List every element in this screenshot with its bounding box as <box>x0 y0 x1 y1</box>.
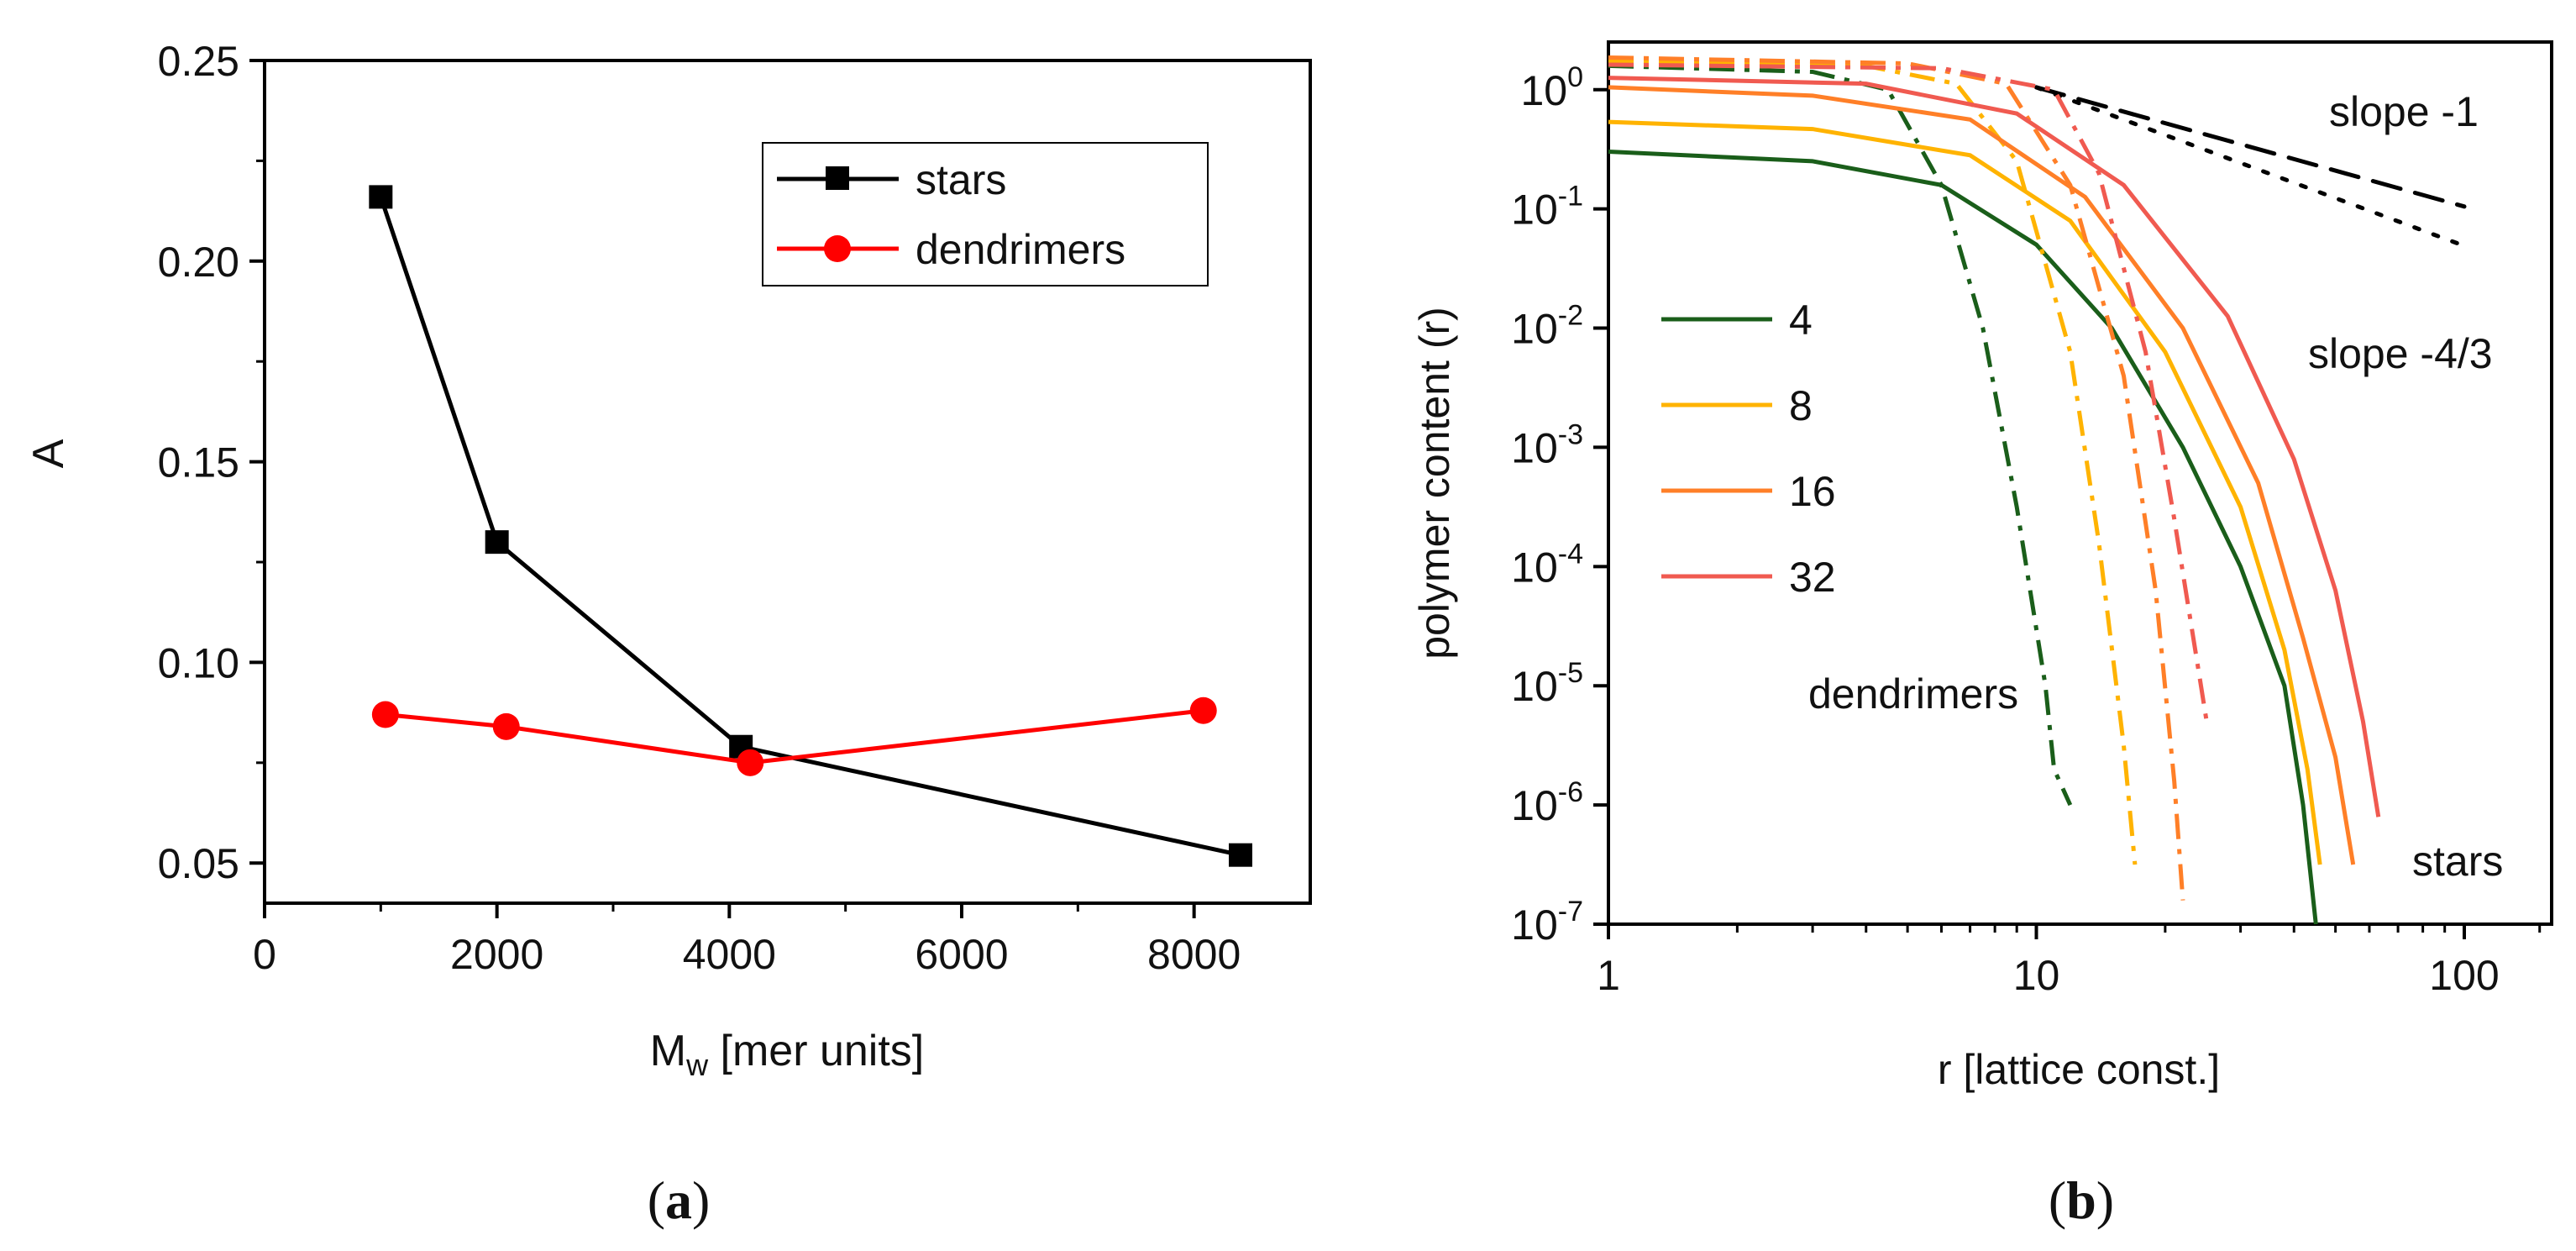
panel-b-series <box>1608 55 2467 925</box>
series-dendrimers-point <box>1189 696 1217 724</box>
reference-line-dotted <box>2034 85 2467 249</box>
panel-b-y-tick-base: 10 <box>1520 67 1567 114</box>
panel-a-series <box>369 185 1252 867</box>
panel-b-y-tick-label: 10-2 <box>1511 300 1583 353</box>
panel-a-y-axis-label: A <box>24 439 73 468</box>
panel-b-y-tick-label: 10-3 <box>1511 418 1583 471</box>
panel-a-letter: a <box>665 1170 692 1230</box>
panel-b-legend: 4 8 16 32 <box>1661 297 1836 601</box>
panel-b-x-axis-label: r [lattice const.] <box>1938 1046 2220 1093</box>
panel-b-y-tick-exponent: -7 <box>1558 896 1583 928</box>
panel-a-y-tick-label: 0.20 <box>158 239 239 286</box>
panel-b-y-tick-label: 10-7 <box>1511 896 1583 949</box>
series-stars-point <box>485 530 509 555</box>
panel-b-x-tick-label: 100 <box>2429 952 2499 999</box>
panel-a-x-axis-label-rest: [mer units] <box>708 1027 924 1075</box>
panel-a-y-tick-label: 0.05 <box>158 840 239 887</box>
reference-line-dashed <box>2034 85 2467 209</box>
series-dendrimers-line <box>385 708 1204 765</box>
panel-a-plot-frame <box>263 59 1312 905</box>
panel-b-x-tick-label: 1 <box>1597 952 1620 999</box>
panel-b-y-tick-base: 10 <box>1511 663 1558 710</box>
legend-dendrimers-label: dendrimers <box>916 226 1125 273</box>
panel-a-x-tick-label: 2000 <box>450 931 543 978</box>
dendrimers-curve-16 <box>1608 55 2185 901</box>
panel-b-y-tick-exponent: -2 <box>1558 300 1583 332</box>
panel-a-legend: stars dendrimers <box>762 142 1209 286</box>
panel-a-y-tick-label: 0.10 <box>158 639 239 686</box>
stars-curve-32 <box>1608 76 2381 817</box>
panel-b-y-tick-exponent: -6 <box>1558 776 1583 808</box>
dendrimers-curve-32 <box>1608 62 2209 723</box>
legend-4-label: 4 <box>1789 297 1813 344</box>
panel-b-y-tick-label: 10-1 <box>1511 181 1583 234</box>
panel-a-y-tick-label: 0.25 <box>158 38 239 85</box>
panel-b-y-tick-label: 10-4 <box>1511 538 1583 591</box>
panel-b-y-axis-label: polymer content (r) <box>1411 307 1458 660</box>
series-stars-point <box>1229 843 1252 867</box>
panel-b-y-tick-label: 100 <box>1520 61 1583 114</box>
panel-b-label: (b) <box>2049 1170 2114 1230</box>
stars-curve-8 <box>1608 119 2322 865</box>
legend-32-label: 32 <box>1789 554 1836 601</box>
panel-b-y-tick-base: 10 <box>1511 544 1558 591</box>
panel-b-y-tick-label: 10-5 <box>1511 657 1583 710</box>
panel-a-x-axis-label-main: M <box>650 1027 686 1075</box>
panel-b-y-tick-exponent: -1 <box>1558 181 1583 213</box>
panel-a-label: (a) <box>648 1170 711 1230</box>
stars-curve-4 <box>1608 150 2318 925</box>
legend-16-label: 16 <box>1789 468 1836 515</box>
series-dendrimers-point <box>371 701 399 728</box>
panel-b-y-tick-exponent: -4 <box>1558 538 1583 570</box>
panel-b-y-tick-base: 10 <box>1511 901 1558 949</box>
annotation-slope-1: slope -1 <box>2329 88 2479 135</box>
legend-stars-label: stars <box>916 156 1006 203</box>
legend-dendrimers-marker <box>824 235 851 262</box>
panel-a-x-tick-label: 4000 <box>683 931 776 978</box>
series-stars-line <box>378 196 1241 858</box>
annotation-slope-4-3: slope -4/3 <box>2308 330 2493 377</box>
panel-b-y-tick-label: 10-6 <box>1511 776 1583 829</box>
dendrimers-curve-4 <box>1608 63 2073 807</box>
panel-a-ticks: 0 2000 4000 6000 8000 0.05 0.10 0.15 0.20 0.25 <box>158 38 1241 978</box>
series-stars-point <box>369 185 393 209</box>
annotation-dendrimers: dendrimers <box>1808 670 2018 717</box>
panel-b-y-tick-exponent: -5 <box>1558 657 1583 689</box>
panel-b-letter: b <box>2066 1170 2096 1230</box>
panel-a-x-axis-label: Mw [mer units] <box>650 1027 925 1082</box>
panel-a-x-tick-label: 6000 <box>915 931 1008 978</box>
panel-a-y-tick-label: 0.15 <box>158 439 239 486</box>
panel-b-y-tick-base: 10 <box>1511 424 1558 471</box>
panel-a-x-tick-label: 8000 <box>1147 931 1241 978</box>
panel-b-plot-frame <box>1607 40 2553 926</box>
panel-b-y-tick-exponent: 0 <box>1567 61 1583 93</box>
annotation-stars: stars <box>2412 838 2503 885</box>
dendrimers-curve-8 <box>1608 59 2138 865</box>
legend-8-label: 8 <box>1789 382 1813 429</box>
panel-a-x-axis-label-sub: w <box>685 1048 709 1082</box>
panel-b-x-tick-label: 10 <box>2013 952 2060 999</box>
panel-a-x-tick-label: 0 <box>253 931 276 978</box>
panel-b-y-tick-base: 10 <box>1511 306 1558 353</box>
series-dendrimers-point <box>492 712 520 740</box>
series-dendrimers-point <box>737 749 764 776</box>
panel-b-y-tick-base: 10 <box>1511 187 1558 234</box>
legend-stars-marker <box>826 166 849 190</box>
panel-b-y-tick-exponent: -3 <box>1558 418 1583 450</box>
panel-b-y-tick-base: 10 <box>1511 782 1558 829</box>
stars-curve-16 <box>1608 85 2356 865</box>
